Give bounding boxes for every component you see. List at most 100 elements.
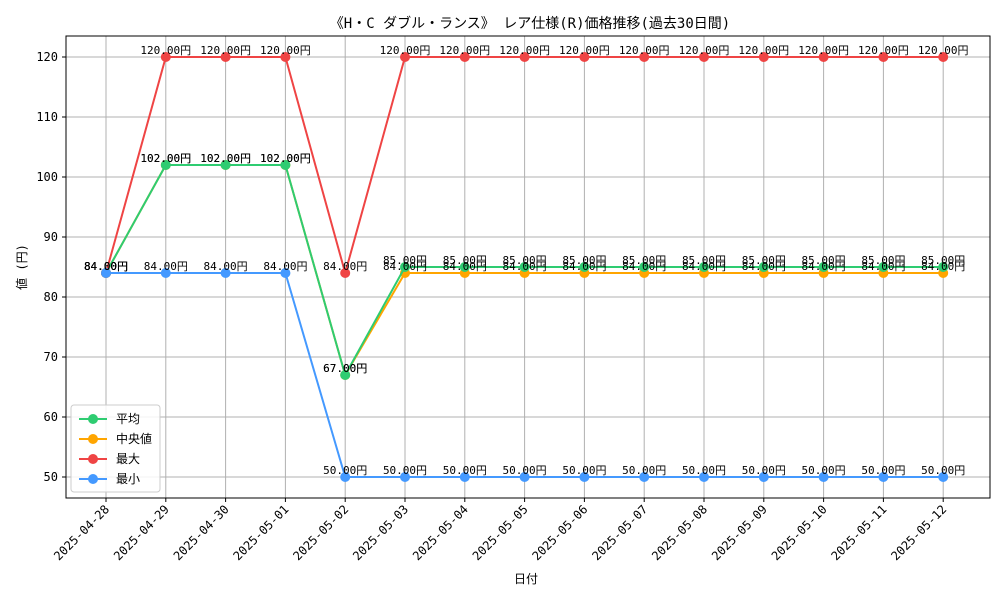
data-label-max: 120.00円 [260, 44, 311, 57]
point-min [519, 472, 530, 482]
data-label-min: 50.00円 [921, 464, 965, 477]
point-min [758, 472, 769, 482]
data-label-median: 84.00円 [921, 260, 965, 273]
data-label-min: 50.00円 [802, 464, 846, 477]
point-min [340, 472, 351, 482]
point-max [818, 52, 829, 62]
point-max [639, 52, 650, 62]
data-label-median: 84.00円 [443, 260, 487, 273]
legend-marker-median [88, 434, 98, 444]
data-label-max: 120.00円 [918, 44, 969, 57]
data-label-max: 120.00円 [679, 44, 730, 57]
data-label-min: 84.00円 [144, 260, 188, 273]
data-label-min: 50.00円 [682, 464, 726, 477]
data-label-min: 50.00円 [861, 464, 905, 477]
x-tick-label: 2025-05-02 [290, 502, 351, 563]
y-tick-label: 90 [44, 230, 58, 244]
x-tick-label: 2025-05-11 [829, 502, 890, 563]
data-label-median: 84.00円 [622, 260, 666, 273]
point-max [878, 52, 889, 62]
x-tick-label: 2025-05-01 [231, 502, 292, 563]
data-label-avg: 85.00円 [802, 254, 846, 267]
legend-box [70, 404, 161, 493]
point-avg [459, 262, 470, 272]
data-label-min: 50.00円 [383, 464, 427, 477]
data-label-avg: 85.00円 [682, 254, 726, 267]
point-min [220, 268, 231, 278]
point-avg [280, 160, 291, 170]
point-max [160, 52, 171, 62]
x-tick-label: 2025-05-04 [410, 502, 471, 563]
legend-label-max: 最大 [116, 452, 140, 466]
data-label-max: 120.00円 [858, 44, 909, 57]
data-label-max: 84.00円 [323, 260, 367, 273]
data-label-max: 120.00円 [380, 44, 431, 57]
data-label-avg: 102.00円 [140, 152, 191, 165]
data-label-avg: 85.00円 [742, 254, 786, 267]
legend-marker-max [88, 454, 98, 464]
legend-label-min: 最小 [116, 472, 140, 486]
series-layer [101, 52, 949, 482]
data-label-avg: 102.00円 [200, 152, 251, 165]
y-tick-label: 80 [44, 290, 58, 304]
point-avg [938, 262, 949, 272]
plot-area [65, 35, 991, 499]
data-label-avg: 85.00円 [562, 254, 606, 267]
point-max [280, 52, 291, 62]
y-tick-label: 70 [44, 350, 58, 364]
data-label-median: 84.00円 [682, 260, 726, 273]
point-max [938, 52, 949, 62]
x-tick-label: 2025-05-09 [709, 502, 770, 563]
point-max [758, 52, 769, 62]
data-label-max: 120.00円 [439, 44, 490, 57]
x-tick-label: 2025-05-06 [530, 502, 591, 563]
point-avg [220, 160, 231, 170]
point-min [639, 472, 650, 482]
point-max [699, 52, 709, 62]
y-tick-label: 120 [36, 50, 58, 64]
point-min [280, 268, 291, 278]
y-tick-label: 100 [36, 170, 58, 184]
data-label-min: 50.00円 [622, 464, 666, 477]
data-label-median: 84.00円 [742, 260, 786, 273]
x-tick-label: 2025-05-12 [888, 502, 949, 563]
point-max [519, 52, 530, 62]
data-label-max: 120.00円 [798, 44, 849, 57]
x-tick-label: 2025-05-08 [649, 502, 710, 563]
data-label-max: 120.00円 [499, 44, 550, 57]
legend-label-avg: 平均 [116, 412, 140, 426]
data-label-max: 120.00円 [200, 44, 251, 57]
point-min [459, 472, 470, 482]
point-avg [878, 262, 889, 272]
data-label-max: 120.00円 [619, 44, 670, 57]
point-avg [400, 262, 410, 272]
point-avg [758, 262, 769, 272]
point-avg [519, 262, 530, 272]
data-label-avg: 85.00円 [921, 254, 965, 267]
data-label-avg: 85.00円 [383, 254, 427, 267]
point-min [818, 472, 829, 482]
x-axis-title: 日付 [514, 572, 538, 586]
point-max [400, 52, 410, 62]
x-tick-label: 2025-04-30 [171, 502, 232, 563]
x-tick-label: 2025-05-10 [769, 502, 830, 563]
data-label-max: 120.00円 [738, 44, 789, 57]
data-label-min: 84.00円 [263, 260, 307, 273]
y-tick-label: 110 [36, 110, 58, 124]
data-label-median: 67.00円 [323, 362, 367, 375]
data-label-min: 50.00円 [443, 464, 487, 477]
point-avg [579, 262, 590, 272]
data-label-avg: 85.00円 [622, 254, 666, 267]
point-min [101, 268, 111, 278]
point-avg [639, 262, 650, 272]
x-axis: 2025-04-282025-04-292025-04-302025-05-01… [51, 498, 949, 563]
x-tick-label: 2025-05-05 [470, 502, 531, 563]
point-avg [340, 370, 351, 380]
y-axis: 50 60 70 80 90 100 110 120 [36, 50, 66, 484]
x-tick-label: 2025-04-28 [51, 502, 112, 563]
data-label-median: 84.00円 [84, 260, 128, 273]
point-avg [818, 262, 829, 272]
